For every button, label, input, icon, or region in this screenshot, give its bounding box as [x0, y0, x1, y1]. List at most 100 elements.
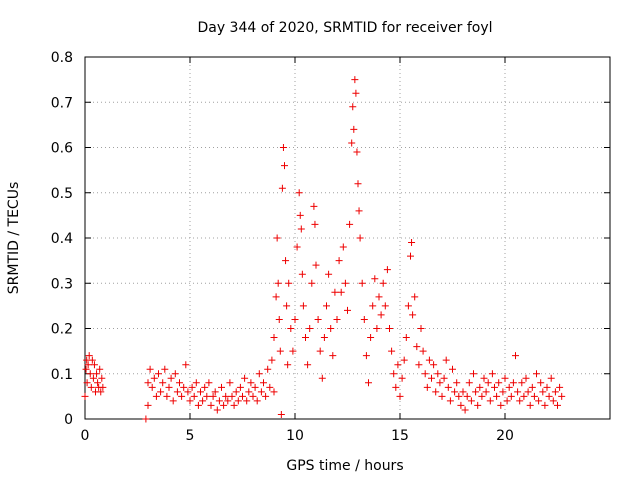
data-point: [497, 401, 505, 409]
data-point: [180, 383, 188, 391]
data-point: [295, 189, 303, 197]
y-tick-label: 0.1: [51, 367, 73, 383]
data-point: [421, 370, 429, 378]
data-point: [545, 392, 553, 400]
data-point: [201, 383, 209, 391]
y-axis-label: SRMTID / TECUs: [6, 182, 22, 295]
data-point: [188, 383, 196, 391]
data-point: [293, 243, 301, 251]
data-point: [512, 352, 519, 360]
data-point: [284, 361, 292, 369]
data-point: [518, 379, 526, 387]
data-point: [419, 347, 427, 355]
data-point: [311, 220, 319, 228]
data-point: [526, 401, 534, 409]
data-point: [472, 388, 480, 396]
data-point: [228, 392, 236, 400]
data-point: [425, 356, 433, 364]
y-tick-label: 0.3: [51, 276, 73, 292]
data-point-layer: [81, 76, 566, 423]
data-point: [239, 392, 246, 400]
data-point: [155, 370, 162, 378]
x-axis-label: GPS time / hours: [286, 458, 403, 474]
data-point: [335, 257, 343, 265]
data-point: [446, 397, 454, 405]
data-point: [329, 352, 337, 360]
data-point: [554, 401, 561, 409]
x-tick-label: 20: [496, 428, 514, 444]
y-tick-label: 0: [64, 412, 73, 428]
data-point: [505, 383, 513, 391]
data-point: [211, 388, 219, 396]
data-point: [298, 270, 306, 278]
data-point: [415, 361, 423, 369]
data-point: [264, 365, 272, 373]
data-point: [501, 374, 509, 382]
data-point: [190, 392, 198, 400]
data-point: [255, 370, 263, 378]
data-point: [98, 374, 106, 382]
data-point: [541, 401, 549, 409]
data-point: [304, 361, 312, 369]
data-point: [257, 388, 265, 396]
data-point: [455, 392, 463, 400]
data-point: [150, 374, 158, 382]
data-point: [83, 379, 91, 387]
data-point: [346, 220, 354, 228]
data-point: [436, 379, 444, 387]
data-point: [509, 379, 517, 387]
data-point: [207, 401, 215, 409]
data-point: [296, 211, 304, 219]
data-point: [503, 397, 511, 405]
data-point: [476, 383, 484, 391]
data-point: [430, 361, 438, 369]
data-point: [344, 306, 351, 314]
data-point: [362, 352, 370, 360]
data-point: [543, 383, 551, 391]
data-point: [144, 401, 152, 409]
data-point: [82, 365, 90, 373]
data-point: [537, 379, 545, 387]
data-point: [360, 315, 368, 323]
data-point: [356, 234, 364, 242]
data-point: [247, 379, 255, 387]
data-point: [390, 370, 398, 378]
data-point: [310, 202, 318, 210]
data-point: [524, 388, 532, 396]
data-point: [253, 397, 261, 405]
data-point: [400, 356, 408, 364]
x-tick-label: 15: [391, 428, 409, 444]
x-tick-label: 5: [186, 428, 195, 444]
data-point: [375, 293, 383, 301]
data-point: [495, 379, 503, 387]
data-point: [184, 388, 192, 396]
data-point: [148, 383, 156, 391]
data-point: [423, 383, 431, 391]
data-point: [236, 383, 244, 391]
data-point: [467, 397, 475, 405]
data-point: [383, 266, 391, 274]
grid-layer: [85, 57, 610, 419]
data-point: [365, 379, 372, 387]
data-point: [493, 392, 501, 400]
data-point: [514, 388, 522, 396]
data-point: [291, 315, 299, 323]
data-point: [89, 374, 97, 382]
data-point: [486, 397, 494, 405]
data-point: [272, 293, 280, 301]
data-point: [325, 270, 333, 278]
data-point: [268, 356, 276, 364]
data-point: [169, 397, 177, 405]
data-point: [470, 370, 477, 378]
y-tick-label: 0.5: [51, 186, 73, 202]
data-point: [367, 334, 375, 342]
data-point: [171, 370, 179, 378]
data-point: [482, 388, 490, 396]
data-point: [222, 392, 230, 400]
data-point: [270, 334, 278, 342]
data-point: [275, 315, 283, 323]
data-point: [213, 406, 221, 414]
data-point: [157, 388, 165, 396]
data-point: [203, 392, 211, 400]
